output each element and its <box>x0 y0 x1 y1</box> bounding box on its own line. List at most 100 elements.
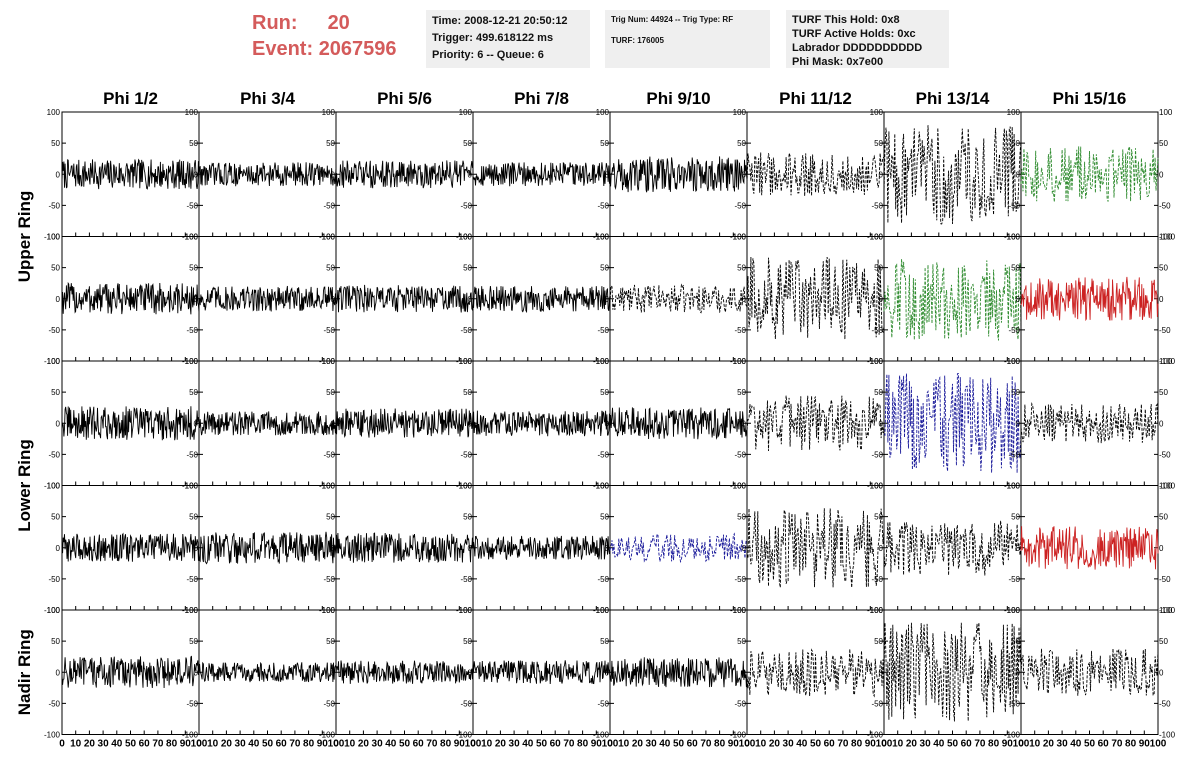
y-tick-label: 100 <box>47 233 61 242</box>
y-tick-label: 100 <box>185 108 199 117</box>
waveform-trace <box>472 535 611 560</box>
x-tick-label: 70 <box>1111 739 1123 750</box>
x-tick-label: 100 <box>739 739 756 750</box>
x-tick-label: 100 <box>1150 739 1167 750</box>
x-tick-label: 100 <box>328 739 345 750</box>
x-tick-label: 70 <box>563 739 575 750</box>
x-tick-label: 70 <box>837 739 849 750</box>
y-tick-label: -50 <box>460 575 472 584</box>
y-tick-label: -50 <box>460 326 472 335</box>
waveform-trace <box>472 162 611 187</box>
waveform-trace <box>198 531 337 565</box>
y-tick-label: 0 <box>879 544 884 553</box>
x-tick-label: 80 <box>1125 739 1137 750</box>
y-tick-label: -50 <box>1159 575 1171 584</box>
y-tick-label: 50 <box>326 264 335 273</box>
x-tick-label: 90 <box>180 739 192 750</box>
waveform-trace <box>1020 526 1159 570</box>
y-tick-label: -100 <box>182 731 199 740</box>
y-tick-label: 50 <box>1159 139 1168 148</box>
y-tick-label: -50 <box>734 699 746 708</box>
y-tick-label: 0 <box>468 544 473 553</box>
y-tick-label: 0 <box>194 668 199 677</box>
y-tick-label: 50 <box>51 513 60 522</box>
y-tick-label: 50 <box>874 388 883 397</box>
y-tick-label: 100 <box>596 233 610 242</box>
waveform-trace <box>883 372 1022 473</box>
y-tick-label: -100 <box>867 731 884 740</box>
y-tick-label: 50 <box>463 388 472 397</box>
y-tick-label: -50 <box>48 699 60 708</box>
y-tick-label: 100 <box>1007 108 1021 117</box>
y-tick-label: -50 <box>871 699 883 708</box>
x-tick-label: 10 <box>755 739 767 750</box>
y-tick-label: 100 <box>596 357 610 366</box>
x-tick-label: 10 <box>70 739 82 750</box>
y-tick-label: 0 <box>468 668 473 677</box>
y-tick-label: -50 <box>597 450 609 459</box>
y-tick-label: 0 <box>56 668 61 677</box>
y-tick-label: 0 <box>331 295 336 304</box>
y-tick-label: 100 <box>1159 606 1173 615</box>
column-title: Phi 3/4 <box>240 89 295 108</box>
x-tick-label: 30 <box>646 739 658 750</box>
y-tick-label: 100 <box>870 606 884 615</box>
y-tick-label: 100 <box>870 108 884 117</box>
y-tick-label: 50 <box>737 513 746 522</box>
y-tick-label: 0 <box>56 419 61 428</box>
y-tick-label: 100 <box>733 108 747 117</box>
x-tick-label: 60 <box>550 739 562 750</box>
x-tick-label: 60 <box>1098 739 1110 750</box>
waveform-trace <box>1020 648 1159 696</box>
x-tick-label: 10 <box>481 739 493 750</box>
y-tick-label: 50 <box>737 139 746 148</box>
waveform-trace <box>335 532 474 563</box>
y-tick-label: 0 <box>605 544 610 553</box>
turf-text: TURF: 176005 <box>611 36 664 45</box>
x-tick-label: 60 <box>413 739 425 750</box>
y-tick-label: -50 <box>1008 575 1020 584</box>
x-tick-label: 80 <box>440 739 452 750</box>
y-tick-label: -50 <box>734 201 746 210</box>
plot-frame <box>472 485 611 611</box>
y-tick-label: 100 <box>322 606 336 615</box>
y-tick-label: 100 <box>322 482 336 491</box>
y-tick-label: 50 <box>600 513 609 522</box>
waveform-trace <box>609 532 748 564</box>
y-tick-label: 0 <box>468 295 473 304</box>
y-tick-label: -100 <box>1159 357 1176 366</box>
x-tick-label: 30 <box>235 739 247 750</box>
x-tick-label: 20 <box>1043 739 1055 750</box>
y-tick-label: -100 <box>1159 606 1176 615</box>
y-tick-label: 100 <box>596 606 610 615</box>
x-tick-label: 50 <box>125 739 137 750</box>
y-tick-label: 100 <box>1007 357 1021 366</box>
x-tick-label: 10 <box>618 739 630 750</box>
y-tick-label: 50 <box>463 264 472 273</box>
y-tick-label: -50 <box>1008 450 1020 459</box>
y-tick-label: -50 <box>1008 699 1020 708</box>
x-tick-label: 80 <box>166 739 178 750</box>
ring-label: Upper Ring <box>15 191 34 283</box>
y-tick-label: 50 <box>874 139 883 148</box>
y-tick-label: 0 <box>331 544 336 553</box>
labrador-text: Labrador DDDDDDDDDD <box>792 42 923 54</box>
y-tick-label: 0 <box>1016 295 1021 304</box>
x-tick-label: 0 <box>196 739 202 750</box>
y-tick-label: 50 <box>51 264 60 273</box>
x-tick-label: 90 <box>317 739 329 750</box>
waveform-trace <box>198 661 337 683</box>
y-tick-label: 0 <box>1159 544 1164 553</box>
y-tick-label: -100 <box>1004 731 1021 740</box>
x-tick-label: 0 <box>881 739 887 750</box>
column-title: Phi 13/14 <box>916 89 990 108</box>
y-tick-label: 100 <box>733 357 747 366</box>
y-tick-label: 50 <box>1011 139 1020 148</box>
y-tick-label: 100 <box>322 233 336 242</box>
run-row: Run: 20 <box>252 10 397 36</box>
column-title: Phi 1/2 <box>103 89 158 108</box>
y-tick-label: 50 <box>1159 264 1168 273</box>
y-tick-label: 100 <box>1007 606 1021 615</box>
event-row: Event: 2067596 <box>252 36 397 62</box>
